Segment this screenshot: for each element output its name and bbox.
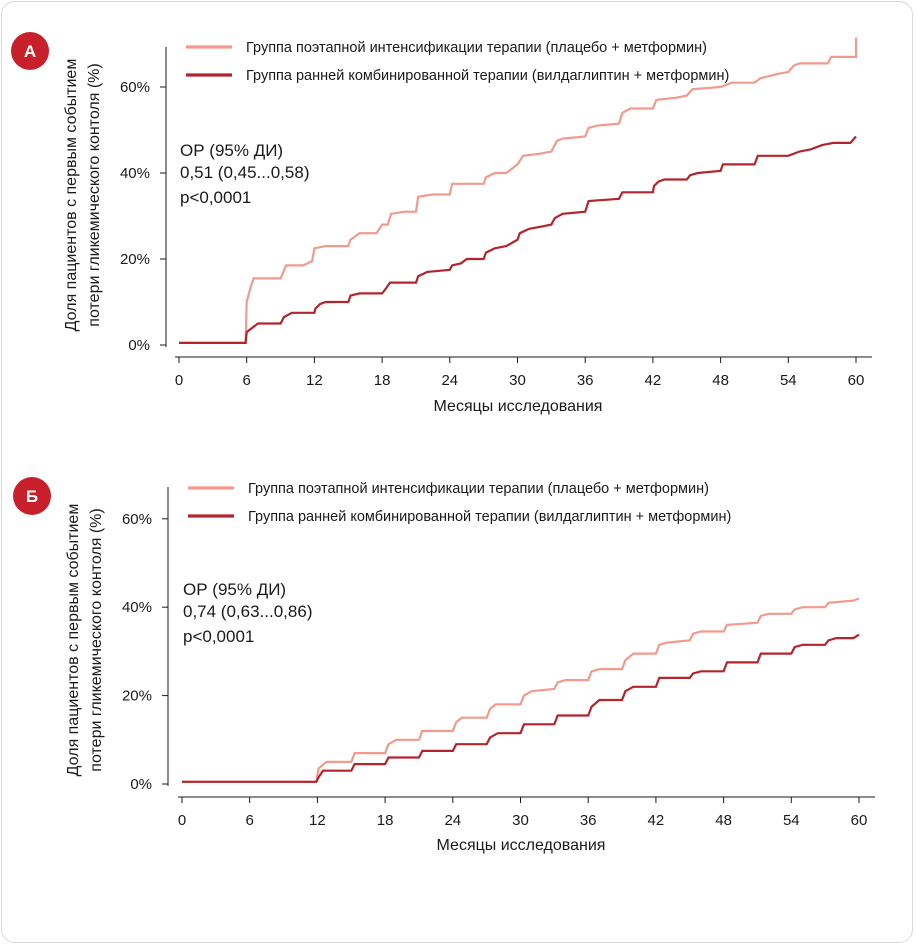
x-tick-label: 18 <box>374 372 391 389</box>
x-tick-label: 0 <box>178 812 186 829</box>
legend-label: Группа поэтапной интенсификации терапии … <box>246 40 707 56</box>
x-tick-label: 42 <box>648 812 665 829</box>
y-axis-title-line: потери гликемического контоля (%) <box>88 508 105 771</box>
x-tick-label: 30 <box>512 812 529 829</box>
x-tick-label: 18 <box>377 812 394 829</box>
y-tick-label: 60% <box>122 511 152 528</box>
series-line-stepwise <box>182 597 860 783</box>
x-tick-label: 12 <box>309 812 326 829</box>
series-line-stepwise <box>179 37 858 344</box>
panel-badge-circle <box>11 32 49 70</box>
legend-label: Группа ранней комбинированной терапии (в… <box>246 68 729 84</box>
series-line-early <box>179 135 857 344</box>
y-tick-label: 0% <box>130 776 152 793</box>
x-tick-label: 24 <box>444 812 461 829</box>
legend-label: Группа ранней комбинированной терапии (в… <box>248 509 731 525</box>
y-axis-title-line: Доля пациентов с первым событием <box>65 504 82 777</box>
y-tick-label: 20% <box>122 688 152 705</box>
panel-badge-circle <box>13 477 51 515</box>
panel-badge-label: А <box>24 42 36 61</box>
x-tick-label: 60 <box>851 812 868 829</box>
y-axis-title-line: Доля пациентов с первым событием <box>63 59 80 332</box>
chart-a: А 0 6 12 18 24 30 36 42 48 54 60 0% 20% 40% 60% Месяцы и… <box>11 32 872 415</box>
x-axis-title: Месяцы исследования <box>434 398 603 415</box>
chart-b: Б 0 6 12 18 24 30 36 42 48 54 60 0% 20% 40% 60% Месяцы и… <box>13 477 875 854</box>
hazard-ratio-text: ОР (95% ДИ) <box>183 580 286 599</box>
y-axis-title-line: потери гликемического контоля (%) <box>86 63 103 326</box>
x-tick-label: 48 <box>712 372 729 389</box>
y-tick-label: 60% <box>120 79 150 96</box>
y-tick-label: 40% <box>120 165 150 182</box>
x-tick-label: 54 <box>780 372 797 389</box>
x-tick-label: 60 <box>848 372 865 389</box>
x-tick-label: 12 <box>306 372 323 389</box>
x-tick-label: 36 <box>577 372 594 389</box>
series-line-early <box>182 633 860 783</box>
hazard-ratio-text: 0,51 (0,45...0,58) <box>180 163 309 182</box>
hazard-ratio-text: p<0,0001 <box>180 188 251 207</box>
y-tick-label: 20% <box>120 251 150 268</box>
panel-badge-label: Б <box>26 487 38 506</box>
x-tick-label: 54 <box>783 812 800 829</box>
x-tick-label: 6 <box>246 812 254 829</box>
x-tick-label: 0 <box>175 372 183 389</box>
hazard-ratio-text: ОР (95% ДИ) <box>180 141 283 160</box>
x-tick-label: 36 <box>580 812 597 829</box>
x-axis-title: Месяцы исследования <box>437 837 606 854</box>
y-tick-label: 0% <box>128 337 150 354</box>
x-tick-label: 30 <box>509 372 526 389</box>
x-tick-label: 6 <box>243 372 251 389</box>
x-tick-label: 48 <box>715 812 732 829</box>
legend-label: Группа поэтапной интенсификации терапии … <box>248 481 709 497</box>
y-tick-label: 40% <box>122 599 152 616</box>
hazard-ratio-text: 0,74 (0,63...0,86) <box>183 602 312 621</box>
hazard-ratio-text: p<0,0001 <box>183 627 254 646</box>
x-tick-label: 42 <box>645 372 662 389</box>
x-tick-label: 24 <box>441 372 458 389</box>
